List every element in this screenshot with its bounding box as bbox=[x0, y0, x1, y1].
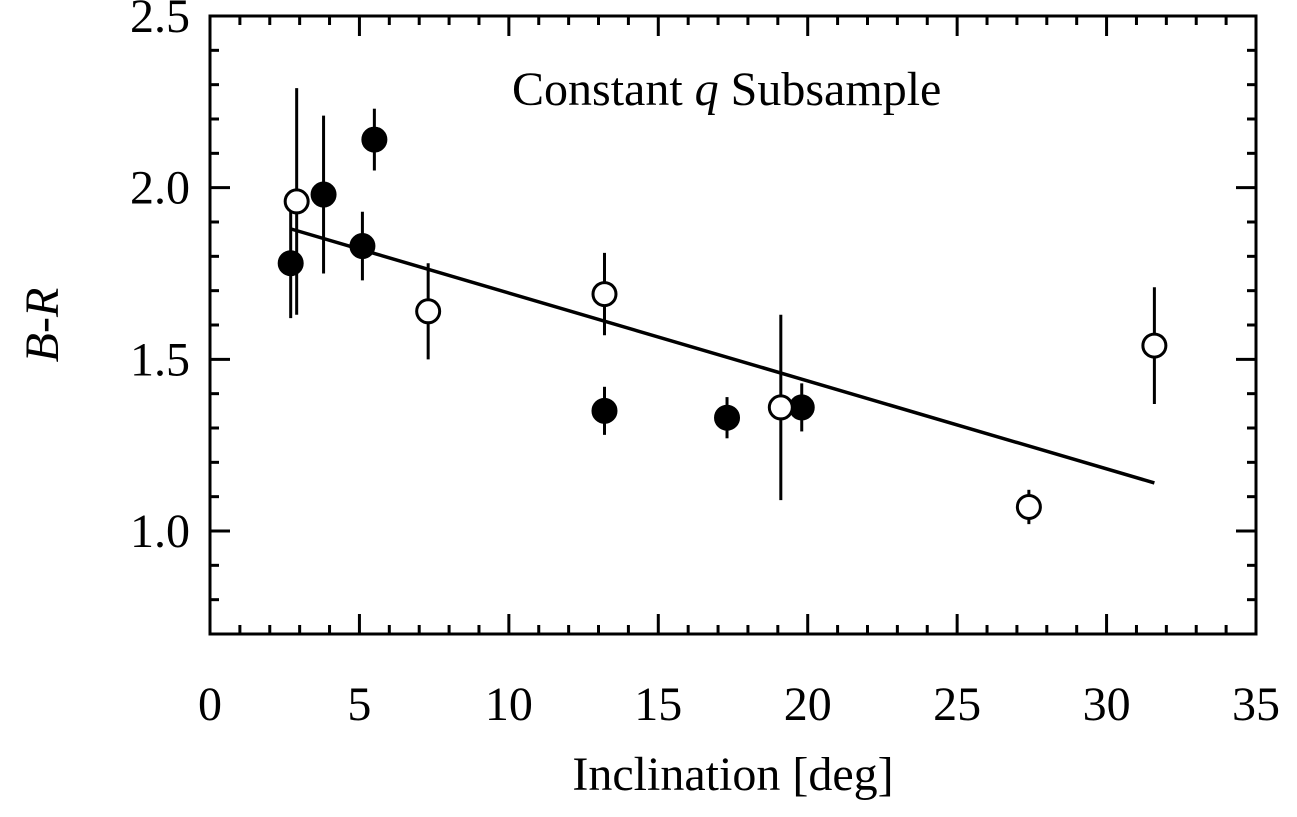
y-tick-label: 1.0 bbox=[130, 505, 190, 558]
annotation-suffix: Subsample bbox=[719, 63, 942, 116]
x-tick-label: 30 bbox=[1083, 678, 1131, 731]
plot-frame bbox=[208, 14, 1258, 636]
y-tick-label: 2.0 bbox=[130, 162, 190, 215]
annotation-q: q bbox=[695, 63, 719, 116]
filled-data-point bbox=[591, 397, 618, 424]
x-tick-label: 35 bbox=[1232, 678, 1280, 731]
filled-data-point bbox=[310, 181, 337, 208]
x-tick-label: 20 bbox=[784, 678, 832, 731]
open-data-point bbox=[415, 298, 442, 325]
ylabel-b: B bbox=[16, 333, 69, 362]
fit-line bbox=[290, 227, 1155, 485]
open-data-point bbox=[591, 281, 618, 308]
filled-data-point bbox=[277, 250, 304, 277]
x-tick-label: 10 bbox=[485, 678, 533, 731]
open-data-point bbox=[1015, 493, 1042, 520]
filled-data-point bbox=[349, 233, 376, 260]
ylabel-sep: - bbox=[16, 317, 69, 333]
open-data-point bbox=[1141, 332, 1168, 359]
filled-data-point bbox=[361, 126, 388, 153]
open-data-point bbox=[283, 188, 310, 215]
subsample-annotation: Constant q Subsample bbox=[512, 63, 941, 116]
x-tick-label: 0 bbox=[198, 678, 222, 731]
ylabel-r: R bbox=[16, 288, 69, 318]
y-tick-label: 1.5 bbox=[130, 333, 190, 386]
data-points bbox=[277, 126, 1168, 520]
x-tick-label: 15 bbox=[634, 678, 682, 731]
x-axis-label: Inclination [deg] bbox=[572, 748, 893, 801]
y-tick-label: 2.5 bbox=[130, 0, 190, 43]
tick-labels: 0 5 10 15 20 25 30 35 1.0 1.5 2.0 2.5 bbox=[130, 0, 1280, 731]
x-tick-label: 25 bbox=[933, 678, 981, 731]
open-data-point bbox=[767, 394, 794, 421]
y-axis-label: B-R bbox=[16, 288, 69, 363]
annotation-prefix: Constant bbox=[512, 63, 695, 116]
filled-data-point bbox=[714, 404, 741, 431]
x-tick-label: 5 bbox=[347, 678, 371, 731]
